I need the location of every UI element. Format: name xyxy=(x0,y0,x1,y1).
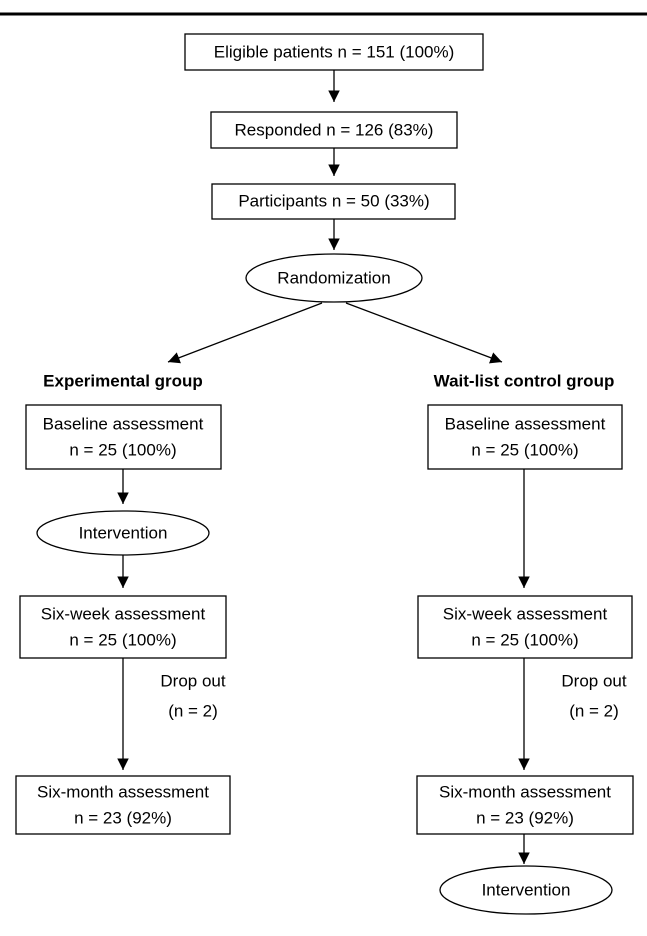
node-label: Participants n = 50 (33%) xyxy=(238,191,429,210)
box-line: n = 25 (100%) xyxy=(471,440,578,459)
group-title: Experimental group xyxy=(43,371,203,390)
box-line: n = 25 (100%) xyxy=(69,440,176,459)
box xyxy=(427,404,623,470)
dropout-label: (n = 2) xyxy=(569,701,619,720)
box-line: Six-month assessment xyxy=(37,782,209,801)
box xyxy=(416,775,634,835)
box xyxy=(211,183,456,220)
box-line: n = 25 (100%) xyxy=(69,630,176,649)
group-title: Wait-list control group xyxy=(434,371,615,390)
box xyxy=(15,775,231,835)
node-label: Randomization xyxy=(277,268,390,287)
box xyxy=(210,111,458,149)
node-label: Responded n = 126 (83%) xyxy=(235,120,434,139)
box-line: Six-week assessment xyxy=(41,604,206,623)
box-line: Baseline assessment xyxy=(43,414,204,433)
dropout-label: Drop out xyxy=(160,671,225,690)
arrow xyxy=(345,302,503,364)
box xyxy=(25,404,222,470)
box-line: n = 25 (100%) xyxy=(471,630,578,649)
box-line: Baseline assessment xyxy=(445,414,606,433)
box-line: Six-week assessment xyxy=(443,604,608,623)
ellipse xyxy=(439,865,613,915)
node-label: Intervention xyxy=(79,523,168,542)
node-label: Intervention xyxy=(482,880,571,899)
arrow xyxy=(167,302,323,364)
dropout-label: Drop out xyxy=(561,671,626,690)
box xyxy=(417,595,633,659)
box-line: n = 23 (92%) xyxy=(476,808,574,827)
ellipse xyxy=(245,253,423,303)
dropout-label: (n = 2) xyxy=(168,701,218,720)
box-line: Six-month assessment xyxy=(439,782,611,801)
box-line: n = 23 (92%) xyxy=(74,808,172,827)
node-label: Eligible patients n = 151 (100%) xyxy=(214,42,455,61)
